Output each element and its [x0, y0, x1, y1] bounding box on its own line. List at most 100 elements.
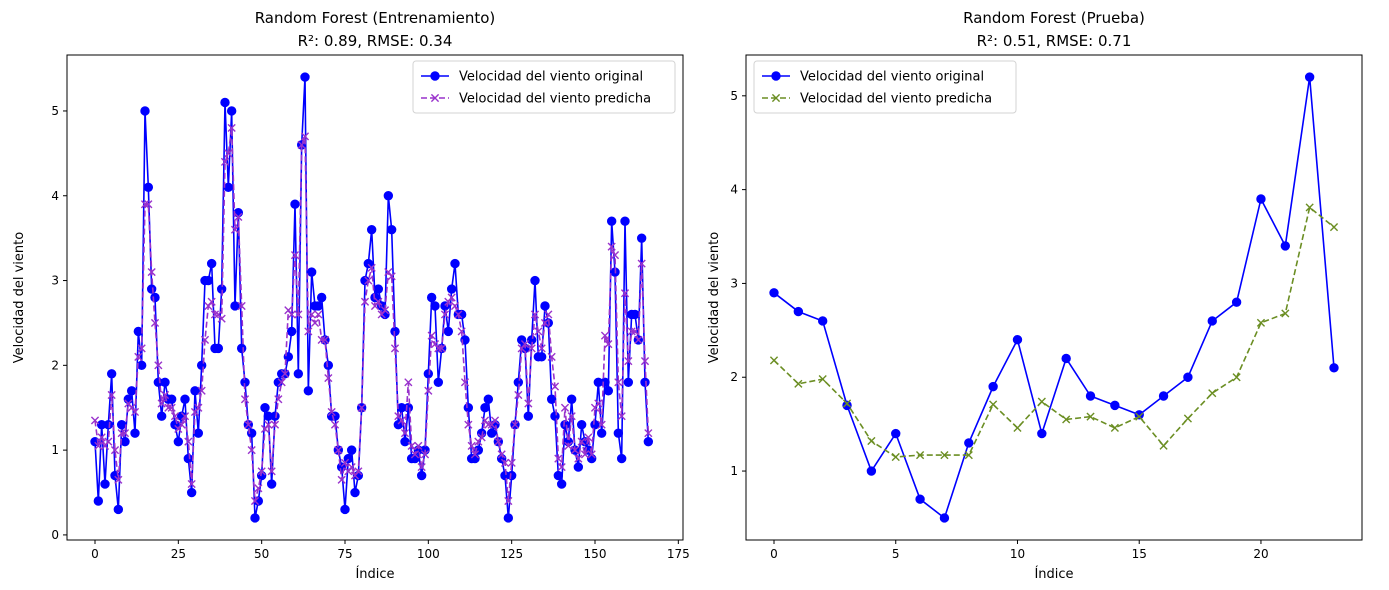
data-point-x	[340, 458, 350, 467]
data-point-x	[1086, 412, 1095, 421]
data-point	[323, 360, 334, 371]
data-point	[1012, 335, 1023, 345]
data-point	[443, 326, 454, 337]
data-point	[988, 381, 998, 392]
data-point-x	[94, 441, 103, 450]
data-point-x	[354, 467, 363, 476]
data-point	[136, 360, 147, 371]
data-point-x	[644, 429, 653, 438]
data-point-x	[1232, 373, 1241, 382]
data-point-x	[1159, 441, 1168, 450]
data-point-x	[640, 356, 650, 366]
data-point	[226, 106, 237, 116]
data-point-x	[320, 335, 330, 344]
series-1	[90, 72, 654, 523]
data-point-x	[327, 407, 336, 417]
data-point-x	[217, 314, 226, 323]
data-point	[193, 428, 204, 438]
data-point-x	[357, 403, 366, 412]
data-point-x	[440, 310, 450, 319]
data-point-x	[584, 433, 593, 442]
data-point	[426, 292, 437, 303]
y-tick-label: 3	[730, 276, 738, 290]
data-point-x	[257, 467, 266, 476]
data-point-x	[417, 462, 426, 472]
data-point-x	[769, 356, 779, 365]
legend-marker	[430, 93, 440, 103]
data-point	[160, 377, 170, 387]
y-tick-label: 1	[730, 464, 738, 478]
data-point	[1329, 363, 1339, 373]
data-point-x	[380, 306, 390, 315]
data-point-x	[130, 407, 140, 417]
data-point	[1061, 353, 1071, 364]
data-point-x	[1305, 203, 1314, 212]
x-axis-label: Índice	[1034, 566, 1073, 582]
data-point-x	[630, 327, 640, 336]
data-point-x	[964, 451, 973, 460]
data-point-x	[137, 344, 146, 353]
x-axis-label: Índice	[355, 566, 394, 582]
data-point-x	[97, 433, 106, 442]
data-point-x	[234, 212, 243, 222]
data-point-x	[514, 390, 523, 400]
data-point	[93, 496, 104, 506]
data-point	[613, 428, 624, 438]
data-point	[1280, 241, 1291, 251]
data-point	[416, 470, 427, 481]
data-point-x	[157, 399, 166, 408]
data-point	[1207, 316, 1217, 326]
data-point-x	[177, 420, 186, 429]
data-point-x	[134, 352, 143, 361]
data-point	[116, 419, 127, 430]
data-point	[616, 453, 627, 464]
data-point	[366, 224, 377, 235]
data-point-x	[1208, 389, 1217, 398]
data-point-x	[147, 267, 156, 277]
data-point-x	[570, 446, 580, 455]
data-point	[220, 97, 230, 108]
data-point-x	[574, 454, 583, 463]
data-point	[100, 479, 110, 489]
data-point	[1158, 391, 1169, 401]
data-point-x	[390, 344, 400, 353]
data-point	[270, 411, 280, 421]
data-point	[556, 479, 567, 489]
data-point	[410, 453, 420, 464]
data-point	[423, 369, 434, 379]
legend-label: Velocidad del viento predicha	[459, 92, 651, 107]
data-point-x	[397, 416, 406, 425]
legend-entry: Velocidad del viento original	[421, 70, 643, 85]
series-1	[769, 72, 1339, 523]
data-point-x	[627, 327, 636, 336]
chart-panel-2: Random Forest (Prueba) R²: 0.51, RMSE: 0.…	[707, 9, 1363, 582]
data-point	[190, 386, 200, 396]
data-point-x	[244, 420, 253, 429]
y-tick-label: 5	[730, 89, 738, 103]
data-point-x	[1183, 414, 1193, 423]
data-point-x	[989, 400, 998, 409]
data-point	[313, 301, 324, 311]
legend-marker	[771, 71, 781, 81]
data-point-x	[604, 340, 613, 349]
data-point	[891, 428, 901, 439]
data-point-x	[180, 412, 190, 421]
data-point-x	[534, 327, 543, 336]
data-point-x	[560, 403, 570, 412]
data-point	[553, 470, 564, 481]
data-point-x	[544, 310, 553, 319]
data-point-x	[407, 441, 416, 450]
y-axis-label: Velocidad del viento	[707, 232, 722, 363]
data-point	[113, 504, 124, 515]
data-point	[346, 445, 357, 455]
data-point-x	[1110, 423, 1119, 432]
data-point-x	[110, 446, 120, 455]
data-point	[260, 403, 270, 413]
data-point	[446, 284, 457, 294]
data-point	[623, 377, 634, 387]
data-point	[206, 258, 217, 269]
data-point-x	[450, 301, 460, 311]
data-point-x	[317, 335, 326, 344]
data-point	[130, 428, 140, 438]
data-point-x	[1062, 415, 1071, 424]
